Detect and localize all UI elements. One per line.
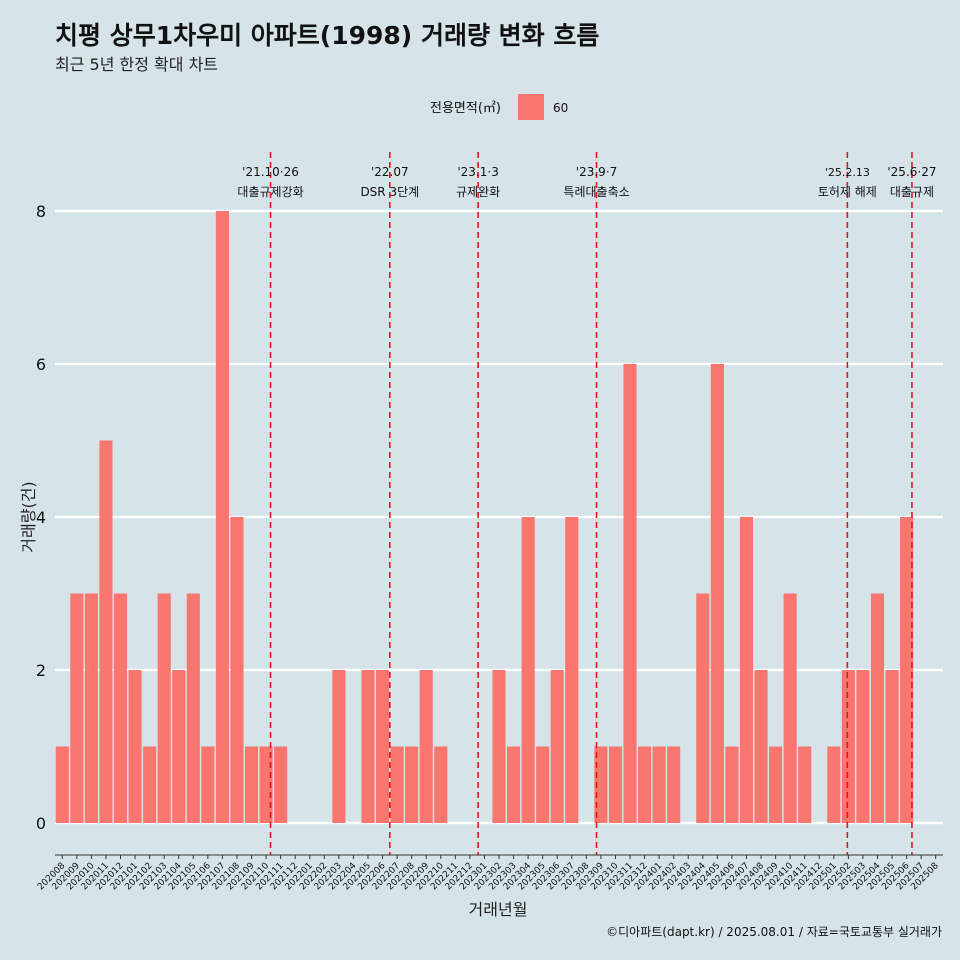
event-text-label: DSR 3단계 <box>360 185 419 199</box>
bar <box>215 211 229 823</box>
bar <box>870 593 885 823</box>
bar <box>594 746 608 823</box>
y-tick-label: 4 <box>36 508 46 527</box>
bar <box>667 746 681 823</box>
event-text-label: 토허제 해제 <box>818 185 877 199</box>
event-date-label: '25.2.13 <box>825 166 870 179</box>
event-date-label: '22.07 <box>371 165 409 179</box>
bar <box>900 517 914 823</box>
bar <box>332 670 346 823</box>
bar <box>623 364 637 823</box>
bar <box>507 746 521 823</box>
bar <box>128 670 142 823</box>
chart-title: 치평 상무1차우미 아파트(1998) 거래량 변화 흐름 <box>55 21 599 50</box>
bar <box>84 593 98 823</box>
event-date-label: '23.1·3 <box>457 165 498 179</box>
bar <box>390 746 404 823</box>
bar <box>856 670 870 823</box>
legend-title: 전용면적(㎡) <box>430 101 501 116</box>
legend-key <box>518 94 544 120</box>
chart-subtitle: 최근 5년 한정 확대 차트 <box>55 55 218 74</box>
legend: 전용면적(㎡) 60 <box>430 94 568 120</box>
bar <box>550 670 564 823</box>
bar <box>113 593 128 823</box>
event-text-label: 대출규제 <box>890 185 934 199</box>
bar <box>754 670 768 823</box>
bar <box>172 670 186 823</box>
bar <box>361 670 375 823</box>
event-annotations: '21.10·26 대출규제강화 '22.07 DSR 3단계 '23.1·3 규제완화 '… <box>237 165 936 199</box>
bar <box>244 746 259 823</box>
event-date-label: '21.10·26 <box>242 165 299 179</box>
bar <box>375 670 390 823</box>
bar <box>259 746 273 823</box>
bar <box>565 517 579 823</box>
x-axis-title: 거래년월 <box>469 900 528 919</box>
bar <box>99 440 113 823</box>
bar <box>157 593 171 823</box>
event-text-label: 규제완화 <box>456 185 500 199</box>
y-tick-label: 2 <box>36 661 46 680</box>
bar <box>521 517 535 823</box>
bar <box>405 746 419 823</box>
bar <box>769 746 783 823</box>
bar <box>434 746 448 823</box>
bar <box>55 746 69 823</box>
bar <box>783 593 797 823</box>
y-axis-title: 거래량(건) <box>19 481 38 552</box>
event-text-label: 특례대출축소 <box>563 185 629 199</box>
event-lines <box>269 152 913 855</box>
bar <box>419 670 433 823</box>
bar <box>230 517 244 823</box>
bar <box>143 746 157 823</box>
event-text-label: 대출규제강화 <box>237 185 303 199</box>
bar <box>652 746 666 823</box>
bar <box>536 746 550 823</box>
bar <box>725 746 739 823</box>
source-caption: ©디아파트(dapt.kr) / 2025.08.01 / 자료=국토교통부 실… <box>606 925 942 939</box>
bar <box>885 670 899 823</box>
bar <box>739 517 754 823</box>
bar <box>798 746 812 823</box>
bar <box>186 593 200 823</box>
bars <box>55 211 914 823</box>
y-tick-label: 0 <box>36 814 46 833</box>
bar <box>608 746 623 823</box>
bar <box>827 746 841 823</box>
event-date-label: '25.6·27 <box>887 165 936 179</box>
bar <box>274 746 288 823</box>
bar <box>841 670 855 823</box>
bar <box>201 746 215 823</box>
bar <box>710 364 724 823</box>
y-tick-label: 8 <box>36 202 46 221</box>
bar <box>696 593 710 823</box>
legend-label: 60 <box>553 101 568 115</box>
bar <box>638 746 652 823</box>
y-tick-label: 6 <box>36 355 46 374</box>
event-date-label: '23.9·7 <box>576 165 617 179</box>
bar <box>70 593 84 823</box>
bar <box>492 670 506 823</box>
y-axis: 0 2 4 6 8 <box>36 202 46 833</box>
x-axis: 2020082020092020102020112020122021012021… <box>36 854 943 892</box>
